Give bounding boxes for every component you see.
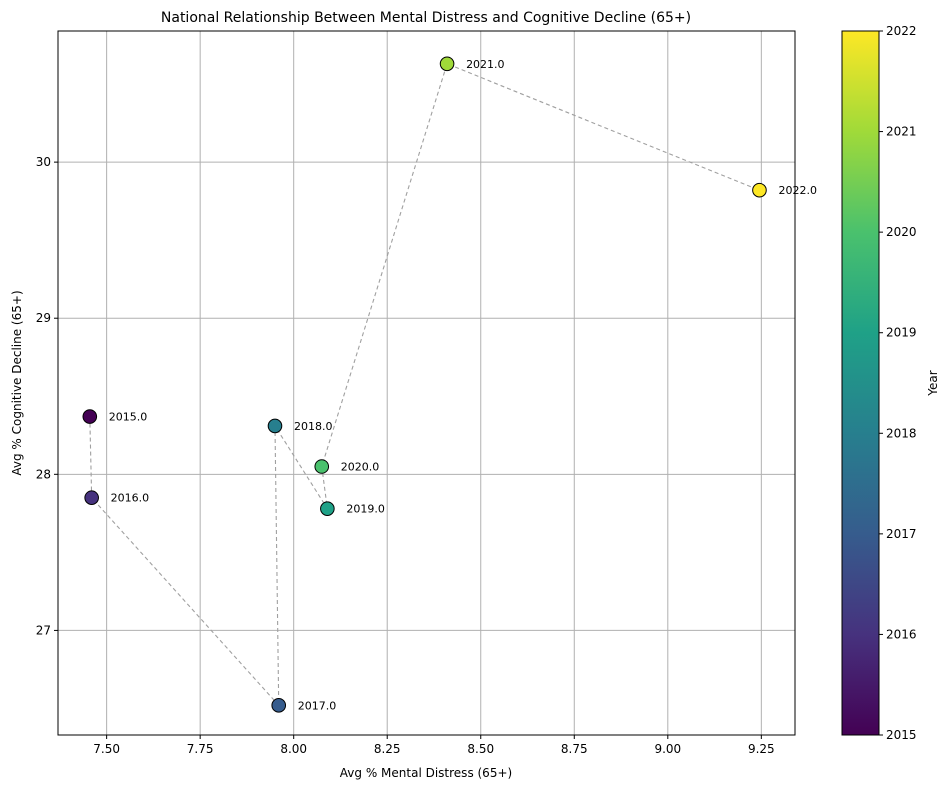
connector-line (89, 63, 760, 707)
point-label-2019: 2019.0 (346, 503, 385, 516)
colorbar-tick-label: 2018 (886, 426, 917, 440)
data-point-2018 (267, 418, 283, 434)
colorbar-tick-label: 2022 (886, 24, 917, 38)
y-axis-label: Avg % Cognitive Decline (65+) (10, 290, 24, 475)
point-label-2018: 2018.0 (294, 420, 333, 433)
colorbar-tick-label: 2019 (886, 326, 917, 340)
y-tick-label: 29 (36, 311, 51, 325)
x-tick-label: 9.25 (748, 742, 775, 756)
colorbar-tick-label: 2016 (886, 627, 917, 641)
point-label-2020: 2020.0 (341, 461, 380, 474)
y-tick-label: 28 (36, 467, 51, 481)
point-label-2015: 2015.0 (109, 411, 148, 424)
colorbar-tick-label: 2017 (886, 527, 917, 541)
colorbar-label: Year (926, 370, 940, 396)
data-point-2017 (271, 698, 287, 713)
y-tick-label: 27 (36, 623, 51, 637)
x-tick-label: 9.00 (654, 742, 681, 756)
point-label-2016: 2016.0 (111, 492, 149, 505)
x-tick-label: 7.75 (187, 742, 214, 756)
x-tick-label: 8.25 (374, 742, 401, 756)
point-label-2022: 2022.0 (778, 184, 817, 197)
point-label-2017: 2017.0 (298, 699, 337, 712)
x-tick-label: 8.75 (561, 742, 588, 756)
points-group (82, 56, 767, 713)
data-point-2021 (439, 56, 455, 72)
x-axis-ticks: 7.50 7.75 8.00 8.25 8.50 8.75 9.00 9.25 (93, 735, 775, 756)
y-tick-label: 30 (36, 155, 51, 169)
x-tick-label: 8.50 (467, 742, 494, 756)
colorbar-ticks: 2015 2016 2017 2018 2019 2020 2021 2022 (879, 24, 917, 742)
chart-title: National Relationship Between Mental Dis… (161, 10, 691, 26)
data-point-2020 (314, 459, 330, 474)
connector-line-group (89, 63, 760, 707)
data-point-2022 (752, 182, 767, 198)
point-label-2021: 2021.0 (466, 58, 505, 71)
grid (58, 31, 795, 735)
data-point-2019 (320, 501, 335, 516)
data-point-2016 (84, 490, 99, 506)
plot-frame (57, 30, 796, 736)
y-axis-ticks: 27 28 29 30 (36, 155, 58, 637)
x-axis-label: Avg % Mental Distress (65+) (340, 766, 512, 780)
colorbar (841, 30, 880, 736)
colorbar-tick-label: 2015 (886, 728, 917, 742)
colorbar-tick-label: 2020 (886, 225, 917, 239)
colorbar-tick-label: 2021 (886, 125, 917, 139)
point-labels-group: 2015.0 2016.0 2017.0 2018.0 2019.0 2020.0 2021… (109, 58, 817, 713)
data-point-2015 (82, 409, 98, 424)
x-tick-label: 8.00 (280, 742, 307, 756)
x-tick-label: 7.50 (93, 742, 120, 756)
